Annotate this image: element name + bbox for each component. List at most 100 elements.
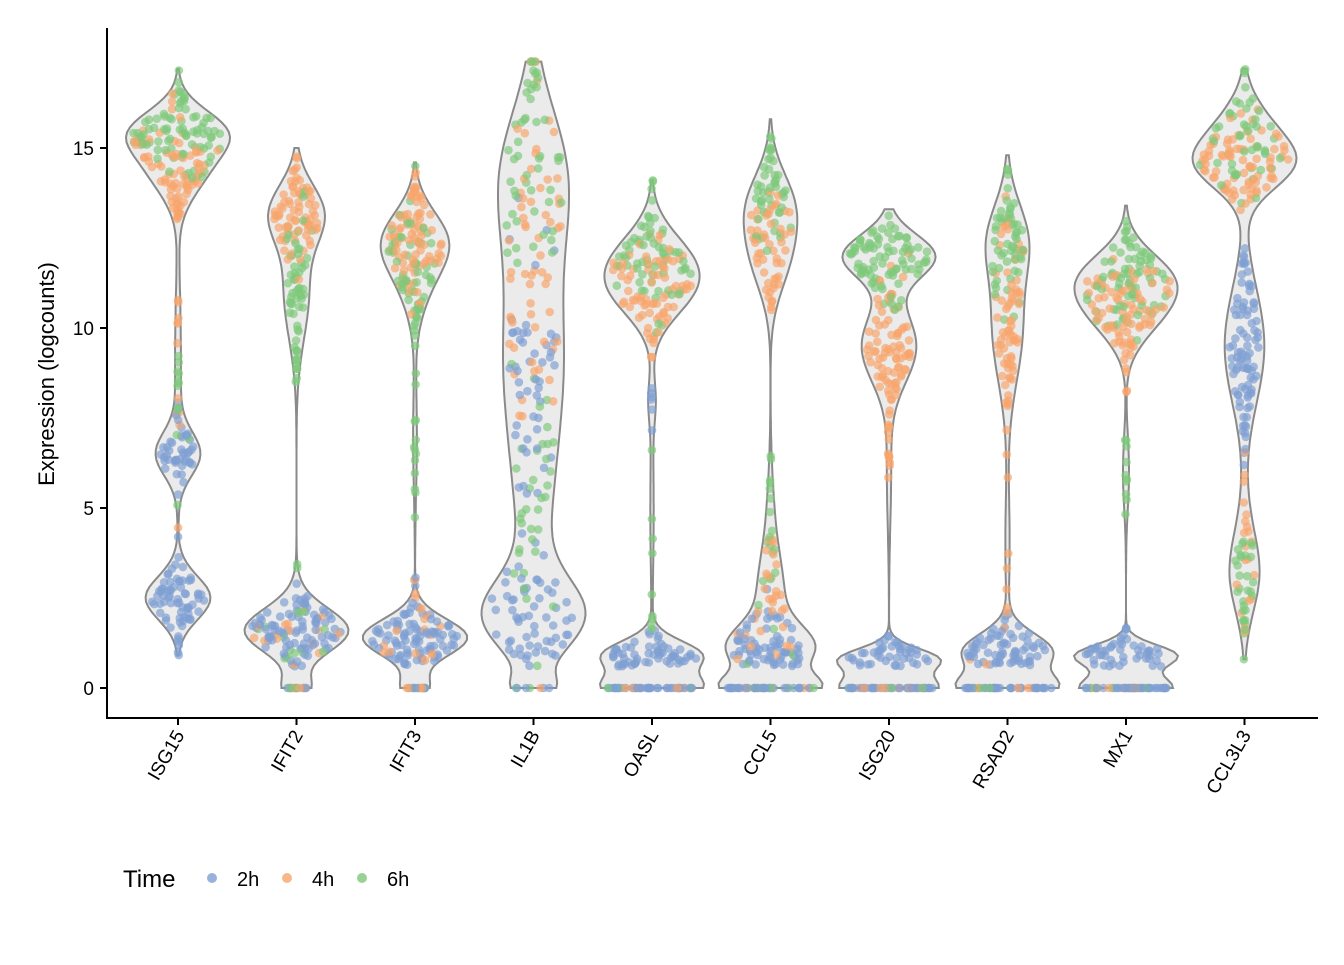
point-rsad2-6h — [985, 683, 994, 693]
point-il1b-6h — [547, 248, 557, 257]
point-isg15-2h — [182, 431, 192, 440]
point-rsad2-4h — [1006, 360, 1015, 369]
point-isg15-4h — [160, 178, 170, 187]
point-oasl-4h — [665, 244, 674, 254]
point-isg15-4h — [172, 149, 182, 159]
point-il1b-6h — [515, 545, 524, 554]
point-ccl3l3-4h — [1236, 205, 1245, 215]
point-isg20-6h — [866, 271, 876, 280]
point-rsad2-2h — [1039, 683, 1048, 693]
point-ifit2-6h — [293, 249, 303, 259]
point-isg15-2h — [162, 443, 172, 452]
point-isg15-4h — [179, 172, 189, 181]
point-ccl3l3-4h — [1204, 151, 1214, 161]
point-rsad2-4h — [1002, 425, 1011, 435]
point-oasl-6h — [635, 278, 644, 287]
point-isg20-6h — [898, 247, 908, 257]
point-isg20-2h — [885, 652, 894, 662]
point-isg20-4h — [895, 341, 904, 350]
point-ifit3-2h — [423, 629, 433, 639]
point-ccl3l3-2h — [1233, 293, 1242, 303]
point-isg20-6h — [894, 279, 903, 289]
point-isg15-6h — [137, 133, 146, 142]
point-oasl-6h — [647, 445, 657, 455]
point-il1b-2h — [529, 602, 539, 611]
point-isg15-2h — [176, 583, 186, 592]
point-isg15-6h — [154, 137, 163, 146]
point-rsad2-6h — [990, 236, 1000, 246]
point-ccl5-6h — [765, 507, 775, 517]
point-il1b-2h — [509, 595, 518, 604]
point-ccl3l3-6h — [1254, 106, 1264, 116]
point-ccl3l3-2h — [1241, 258, 1250, 268]
point-ccl5-6h — [751, 194, 761, 203]
point-il1b-2h — [492, 630, 501, 639]
x-tick-label-ccl3l3: CCL3L3 — [1203, 727, 1256, 798]
x-tick-label-isg15: ISG15 — [144, 727, 189, 784]
point-ccl3l3-6h — [1225, 108, 1235, 118]
point-isg20-4h — [877, 307, 887, 317]
point-mx1-4h — [1100, 292, 1109, 302]
point-ccl3l3-2h — [1243, 393, 1252, 402]
point-ifit2-6h — [289, 309, 298, 319]
point-oasl-4h — [618, 299, 628, 309]
point-il1b-2h — [558, 640, 568, 649]
point-ifit2-2h — [317, 632, 327, 642]
point-isg15-4h — [186, 151, 195, 160]
point-ifit2-6h — [291, 336, 301, 345]
point-ifit3-2h — [399, 609, 409, 619]
point-il1b-2h — [551, 578, 560, 587]
point-il1b-6h — [503, 248, 512, 257]
point-il1b-6h — [537, 493, 546, 503]
point-isg20-6h — [865, 238, 874, 248]
point-ccl5-2h — [735, 628, 745, 637]
point-rsad2-6h — [988, 267, 998, 277]
point-ccl5-2h — [742, 620, 752, 629]
point-ifit2-2h — [281, 636, 291, 645]
point-ifit3-6h — [419, 292, 429, 302]
point-ifit3-6h — [410, 456, 420, 465]
point-il1b-4h — [545, 375, 554, 385]
point-ccl3l3-4h — [1211, 167, 1221, 176]
point-isg20-6h — [921, 257, 931, 267]
point-ccl3l3-6h — [1235, 571, 1244, 580]
point-il1b-6h — [522, 170, 532, 180]
point-ifit3-2h — [412, 655, 422, 665]
point-ifit2-4h — [306, 186, 315, 196]
point-ccl3l3-4h — [1251, 177, 1261, 187]
point-isg15-2h — [194, 607, 203, 616]
point-ccl3l3-4h — [1224, 188, 1234, 198]
point-rsad2-6h — [996, 206, 1006, 216]
point-il1b-4h — [506, 314, 516, 324]
x-tick-label-ifit2: IFIT2 — [267, 727, 307, 776]
point-ccl3l3-4h — [1244, 180, 1253, 189]
point-ifit3-4h — [392, 245, 401, 255]
point-ccl3l3-4h — [1232, 144, 1242, 154]
point-ccl3l3-6h — [1227, 159, 1237, 169]
point-ifit3-4h — [387, 221, 397, 230]
point-ifit3-4h — [427, 226, 437, 235]
legend-label-4h: 4h — [312, 869, 334, 891]
point-rsad2-6h — [1016, 254, 1026, 264]
point-oasl-4h — [609, 265, 618, 275]
legend-label-2h: 2h — [237, 869, 259, 891]
point-mx1-4h — [1126, 340, 1136, 350]
point-ccl3l3-4h — [1242, 510, 1251, 519]
point-il1b-6h — [532, 68, 541, 77]
point-oasl-6h — [640, 286, 649, 296]
point-mx1-4h — [1122, 387, 1131, 397]
point-isg15-6h — [181, 130, 191, 140]
point-mx1-2h — [1083, 649, 1093, 658]
point-il1b-2h — [542, 613, 551, 622]
point-ccl5-2h — [794, 648, 803, 658]
point-isg20-6h — [878, 284, 887, 294]
point-ccl5-4h — [769, 538, 778, 547]
point-ifit3-2h — [403, 651, 413, 660]
point-mx1-4h — [1115, 289, 1125, 299]
point-il1b-2h — [525, 661, 534, 671]
point-ccl5-6h — [770, 568, 780, 577]
point-isg20-6h — [886, 220, 895, 230]
point-ifit2-2h — [279, 649, 289, 658]
point-oasl-6h — [647, 624, 657, 634]
point-rsad2-4h — [1009, 335, 1019, 345]
